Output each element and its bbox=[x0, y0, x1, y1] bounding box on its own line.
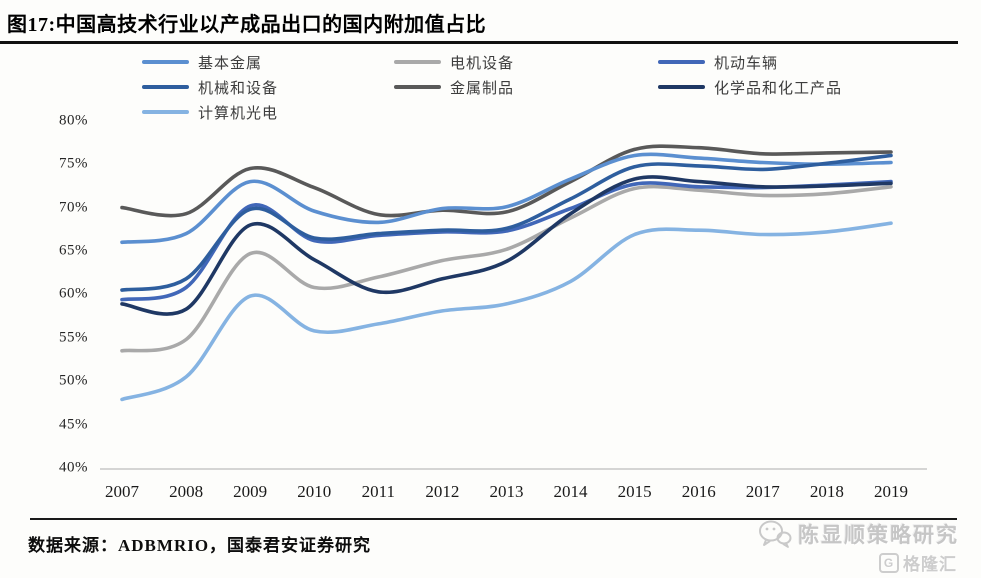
legend-item: 计算机光电 bbox=[142, 103, 279, 122]
x-tick-label: 2019 bbox=[873, 482, 908, 501]
legend-swatch bbox=[658, 60, 705, 64]
x-tick-label: 2009 bbox=[233, 482, 268, 501]
watermark-strategy: 陈显顺策略研究 bbox=[758, 519, 959, 549]
x-tick-label: 2007 bbox=[105, 482, 139, 501]
x-tick-label: 2010 bbox=[297, 482, 332, 501]
legend-label: 化学品和化工产品 bbox=[714, 80, 843, 97]
x-tick-label: 2014 bbox=[553, 482, 588, 501]
x-tick-label: 2012 bbox=[425, 482, 460, 501]
y-tick-label: 65% bbox=[59, 242, 88, 259]
gelonghui-logo-icon: G bbox=[879, 552, 899, 573]
series-line-计算机光电 bbox=[120, 221, 893, 402]
legend-label: 计算机光电 bbox=[198, 105, 279, 122]
x-tick-label: 2017 bbox=[745, 482, 780, 501]
watermark-strategy-label: 陈显顺策略研究 bbox=[798, 523, 959, 547]
y-tick-label: 40% bbox=[59, 459, 88, 476]
legend-label: 金属制品 bbox=[450, 80, 515, 97]
wechat-icon bbox=[759, 520, 792, 548]
legend-label: 机械和设备 bbox=[198, 80, 279, 97]
x-tick-label: 2016 bbox=[681, 482, 716, 501]
watermark-gelonghui: G 格隆汇 bbox=[879, 550, 957, 575]
y-tick-label: 55% bbox=[59, 329, 88, 346]
x-tick-label: 2008 bbox=[169, 482, 204, 501]
y-tick-label: 60% bbox=[59, 285, 88, 302]
y-tick-label: 80% bbox=[59, 112, 88, 129]
series-line-机动车辆 bbox=[120, 179, 893, 302]
series-line-基本金属 bbox=[120, 152, 893, 245]
y-tick-label: 50% bbox=[59, 372, 88, 389]
title-divider bbox=[0, 41, 958, 44]
y-tick-label: 70% bbox=[59, 199, 88, 216]
gelonghui-logo-label: 格隆汇 bbox=[903, 555, 957, 574]
figure-title: 图17:中国高技术行业以产成品出口的国内附加值占比 bbox=[7, 14, 487, 36]
data-source-text: 数据来源：ADBMRIO，国泰君安证券研究 bbox=[28, 536, 372, 555]
series-line-金属制品 bbox=[120, 144, 893, 218]
legend-swatch bbox=[394, 60, 441, 64]
x-tick-label: 2013 bbox=[489, 482, 524, 501]
series-line-化学品和化工产品 bbox=[120, 175, 893, 316]
legend-item: 电机设备 bbox=[394, 53, 515, 72]
legend-item: 基本金属 bbox=[142, 53, 263, 72]
legend-item: 化学品和化工产品 bbox=[658, 78, 843, 97]
legend-label: 电机设备 bbox=[450, 55, 515, 72]
legend-swatch bbox=[142, 60, 189, 64]
y-tick-label: 75% bbox=[59, 155, 88, 172]
legend-swatch bbox=[394, 85, 441, 89]
x-tick-label: 2011 bbox=[361, 482, 395, 501]
legend-item: 机动车辆 bbox=[658, 53, 779, 72]
legend-item: 金属制品 bbox=[394, 78, 515, 97]
series-line-电机设备 bbox=[120, 184, 893, 353]
legend-swatch bbox=[142, 85, 189, 89]
x-tick-label: 2018 bbox=[809, 482, 844, 501]
legend-swatch bbox=[142, 110, 189, 114]
y-tick-label: 45% bbox=[59, 416, 88, 433]
x-tick-label: 2015 bbox=[617, 482, 652, 501]
footer-divider bbox=[30, 518, 957, 520]
legend-item: 机械和设备 bbox=[142, 78, 279, 97]
legend-label: 机动车辆 bbox=[714, 55, 779, 72]
series-line-机械和设备 bbox=[120, 153, 893, 292]
legend-swatch bbox=[658, 85, 705, 89]
legend-label: 基本金属 bbox=[198, 55, 263, 72]
